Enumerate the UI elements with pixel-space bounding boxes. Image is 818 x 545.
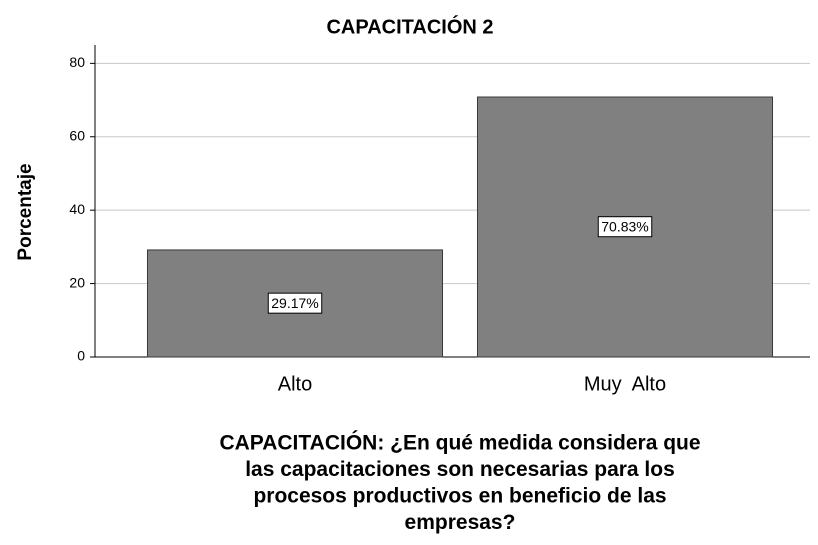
data-label: 29.17% — [271, 295, 318, 311]
y-tick-label: 0 — [77, 348, 85, 364]
y-axis-label: Porcentaje — [15, 163, 36, 260]
data-label: 70.83% — [601, 219, 648, 235]
x-tick-label: Alto — [278, 373, 312, 395]
chart-title: CAPACITACIÓN 2 — [326, 14, 493, 38]
x-tick-label: Muy Alto — [584, 373, 666, 395]
y-tick-label: 40 — [69, 201, 85, 217]
y-tick-label: 80 — [69, 54, 85, 70]
x-axis-label: empresas? — [405, 511, 516, 534]
data-label-box — [597, 216, 653, 238]
y-tick-label: 60 — [69, 127, 85, 143]
data-label-box — [267, 292, 323, 314]
y-tick-label: 20 — [69, 274, 85, 290]
x-axis-label: procesos productivos en beneficio de las — [253, 485, 666, 508]
x-axis-label: las capacitaciones son necesarias para l… — [245, 458, 675, 481]
x-axis-label: CAPACITACIÓN: ¿En qué medida considera q… — [219, 431, 700, 455]
